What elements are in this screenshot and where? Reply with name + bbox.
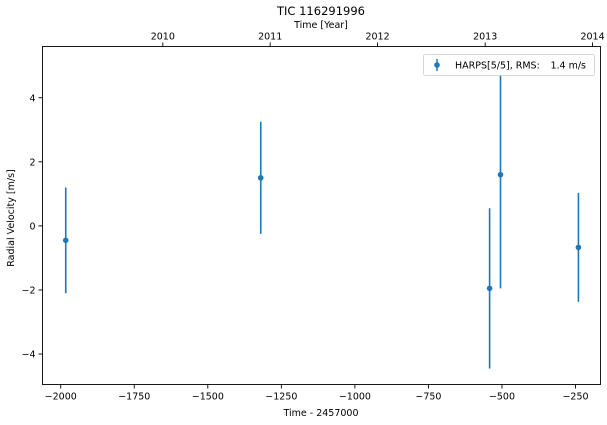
- y-tick-label: 2: [29, 157, 35, 168]
- chart-title: TIC 116291996: [276, 4, 365, 18]
- y-tick-label: 4: [29, 93, 35, 104]
- x-tick-label: −250: [562, 392, 588, 403]
- x-tick-label: −1250: [265, 392, 297, 403]
- x-tick-label: −2000: [45, 392, 77, 403]
- y-tick-label: 0: [29, 221, 35, 232]
- data-point: [486, 285, 493, 292]
- top-x-ticks: 2010 2011 2012 2013 2014: [151, 32, 605, 47]
- y-tick-label: −2: [21, 285, 35, 296]
- bottom-x-ticks: −2000 −1750 −1500 −1250 −1000 −750 −500 −250: [45, 384, 589, 403]
- plot-area: [42, 46, 601, 385]
- x-tick-label: −1000: [339, 392, 371, 403]
- top-tick-label: 2010: [151, 32, 175, 43]
- legend-rms: 1.4 m/s: [550, 61, 586, 72]
- top-axis-label: Time [Year]: [293, 20, 348, 31]
- x-tick-label: −1750: [118, 392, 150, 403]
- legend-label: HARPS[5/5], RMS:: [455, 61, 540, 72]
- data-marks: [62, 60, 582, 369]
- top-tick-label: 2012: [365, 32, 389, 43]
- x-tick-label: −500: [489, 392, 515, 403]
- x-axis-label: Time - 2457000: [282, 408, 358, 419]
- legend-marker: [434, 62, 440, 68]
- top-tick-label: 2014: [580, 32, 604, 43]
- top-tick-label: 2013: [473, 32, 497, 43]
- data-point: [575, 244, 582, 251]
- data-point: [497, 171, 504, 178]
- x-tick-label: −750: [415, 392, 441, 403]
- data-point: [62, 237, 69, 244]
- y-ticks: −4 −2 0 2 4: [21, 93, 43, 361]
- y-tick-label: −4: [21, 350, 35, 361]
- top-tick-label: 2011: [258, 32, 282, 43]
- data-point: [257, 175, 264, 181]
- legend: HARPS[5/5], RMS: 1.4 m/s: [423, 54, 595, 76]
- legend-box: [423, 54, 595, 76]
- x-tick-label: −1500: [192, 392, 224, 403]
- y-axis-label: Radial Velocity [m/s]: [6, 169, 17, 266]
